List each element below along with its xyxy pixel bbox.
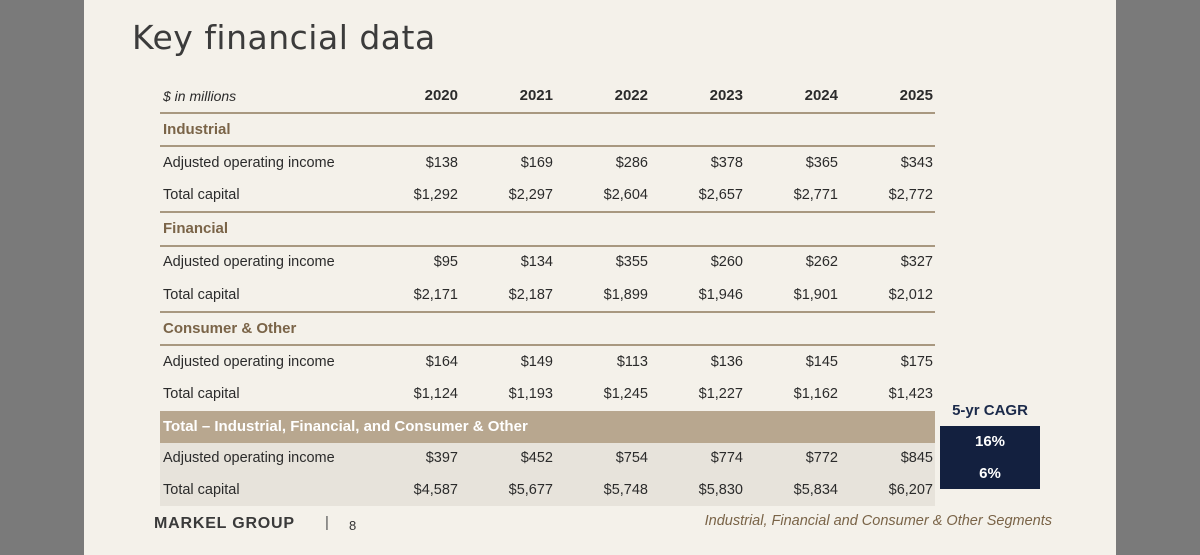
year-header: 2021 bbox=[460, 80, 555, 114]
company-logo: MARKEL GROUP bbox=[154, 515, 295, 532]
table-cell: $1,423 bbox=[888, 386, 933, 403]
table-cell: $113 bbox=[616, 353, 648, 370]
row-label: Adjusted operating income bbox=[163, 154, 335, 171]
table-cell: $175 bbox=[900, 353, 933, 370]
table-cell: $452 bbox=[460, 442, 555, 474]
table-cell: $138 bbox=[425, 154, 458, 171]
table-cell: $1,292 bbox=[365, 179, 460, 213]
table-cell: $2,657 bbox=[650, 179, 745, 213]
segment-header-row: Consumer & Other bbox=[160, 311, 935, 346]
table-cell: $169 bbox=[520, 154, 553, 171]
table-cell: $1,946 bbox=[650, 278, 745, 313]
table-cell: $5,830 bbox=[650, 474, 745, 506]
table-cell: $845 bbox=[840, 442, 935, 474]
table-cell: $754 bbox=[555, 442, 650, 474]
row-label: Total capital bbox=[160, 278, 365, 313]
total-name: Total – Industrial, Financial, and Consu… bbox=[160, 410, 935, 443]
table-cell: $1,162 bbox=[793, 386, 838, 403]
table-cell: $6,207 bbox=[840, 474, 935, 506]
table-row: Adjusted operating income $164 $149 $113… bbox=[160, 345, 935, 378]
year-header: 2022 bbox=[555, 80, 650, 114]
table-cell: $136 bbox=[710, 353, 743, 370]
table-cell: $2,772 bbox=[840, 179, 935, 213]
total-header-row: Total – Industrial, Financial, and Consu… bbox=[160, 410, 935, 443]
table-cell: $5,748 bbox=[555, 474, 650, 506]
table-row: Total capital $4,587 $5,677 $5,748 $5,83… bbox=[160, 474, 935, 506]
row-label: Total capital bbox=[160, 179, 365, 213]
table-cell: $5,677 bbox=[460, 474, 555, 506]
table-cell: $145 bbox=[805, 353, 838, 370]
table-cell: $262 bbox=[805, 254, 838, 271]
segment-header-row: Industrial bbox=[160, 112, 935, 147]
table-cell: $5,834 bbox=[745, 474, 840, 506]
table-cell: $2,297 bbox=[460, 179, 555, 213]
table-cell: $1,901 bbox=[745, 278, 840, 313]
table-row: Total capital $1,292 $2,297 $2,604 $2,65… bbox=[160, 179, 935, 213]
table-cell: $149 bbox=[520, 353, 553, 370]
year-header: 2020 bbox=[365, 80, 460, 114]
table-row: Adjusted operating income $95 $134 $355 … bbox=[160, 246, 935, 279]
table-cell: $2,187 bbox=[460, 278, 555, 313]
row-label: Adjusted operating income bbox=[160, 442, 365, 474]
cagr-box: 16% 6% bbox=[940, 426, 1040, 489]
table-cell: $164 bbox=[425, 353, 458, 370]
table-cell: $327 bbox=[900, 254, 933, 271]
table-cell: $95 bbox=[433, 254, 458, 271]
cagr-value: 6% bbox=[979, 464, 1001, 482]
segment-name: Consumer & Other bbox=[160, 311, 935, 346]
table-cell: $772 bbox=[745, 442, 840, 474]
financial-table: $ in millions 2020 2021 2022 2023 2024 2… bbox=[160, 80, 935, 506]
table-cell: $378 bbox=[710, 154, 743, 171]
row-label: Adjusted operating income bbox=[163, 353, 335, 370]
table-cell: $260 bbox=[710, 254, 743, 271]
table-cell: $1,245 bbox=[603, 386, 648, 403]
table-header-row: $ in millions 2020 2021 2022 2023 2024 2… bbox=[160, 80, 935, 114]
table-cell: $4,587 bbox=[365, 474, 460, 506]
table-cell: $2,171 bbox=[365, 278, 460, 313]
table-cell: $2,604 bbox=[555, 179, 650, 213]
unit-label: $ in millions bbox=[160, 80, 365, 114]
cagr-header: 5-yr CAGR bbox=[952, 402, 1028, 419]
footer-subtitle: Industrial, Financial and Consumer & Oth… bbox=[704, 513, 1052, 529]
table-cell: $1,899 bbox=[555, 278, 650, 313]
page-title: Key financial data bbox=[132, 18, 436, 57]
table-cell: $2,771 bbox=[745, 179, 840, 213]
table-row: Total capital $2,171 $2,187 $1,899 $1,94… bbox=[160, 278, 935, 313]
table-cell: $1,193 bbox=[508, 386, 553, 403]
year-header: 2024 bbox=[745, 80, 840, 114]
table-cell: $134 bbox=[520, 254, 553, 271]
page-number: 8 bbox=[349, 518, 357, 533]
cagr-value: 16% bbox=[974, 433, 1006, 450]
year-header: 2023 bbox=[650, 80, 745, 114]
segment-name: Industrial bbox=[160, 112, 935, 147]
footer-separator: | bbox=[325, 514, 329, 531]
segment-name: Financial bbox=[160, 212, 935, 247]
table-cell: $343 bbox=[900, 154, 933, 171]
table-row: Adjusted operating income $138 $169 $286… bbox=[160, 146, 935, 179]
table-cell: $774 bbox=[650, 442, 745, 474]
table-row: Total capital $1,124 $1,193 $1,245 $1,22… bbox=[160, 378, 935, 411]
cagr-panel: 5-yr CAGR 16% 6% bbox=[940, 396, 1040, 489]
row-label: Adjusted operating income bbox=[163, 254, 335, 271]
slide: Key financial data $ in millions 2020 20… bbox=[84, 0, 1116, 555]
year-header: 2025 bbox=[840, 80, 935, 114]
table-cell: $1,124 bbox=[413, 386, 458, 403]
table-cell: $355 bbox=[615, 254, 648, 271]
table-cell: $286 bbox=[615, 154, 648, 171]
table-cell: $2,012 bbox=[840, 278, 935, 313]
table-cell: $397 bbox=[365, 442, 460, 474]
table-row: Adjusted operating income $397 $452 $754… bbox=[160, 442, 935, 474]
row-label: Total capital bbox=[160, 474, 365, 506]
row-label: Total capital bbox=[163, 386, 240, 403]
segment-header-row: Financial bbox=[160, 212, 935, 247]
table-cell: $1,227 bbox=[698, 386, 743, 403]
table-cell: $365 bbox=[805, 154, 838, 171]
